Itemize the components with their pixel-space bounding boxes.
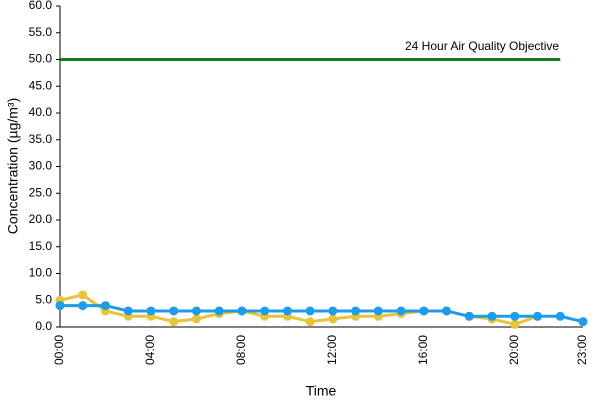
point: [123, 306, 133, 316]
y-tick-label: 60.0: [29, 0, 53, 12]
x-tick-label: 00:00: [52, 335, 66, 365]
point: [442, 306, 452, 316]
y-tick-label: 55.0: [29, 25, 53, 39]
y-tick-label: 45.0: [29, 78, 53, 92]
point: [78, 301, 88, 311]
y-tick-label: 5.0: [35, 292, 52, 306]
point: [464, 311, 474, 321]
y-tick-label: 35.0: [29, 132, 53, 146]
point: [214, 306, 224, 316]
x-tick-label: 08:00: [234, 335, 248, 365]
y-tick-label: 25.0: [29, 185, 53, 199]
point: [260, 306, 270, 316]
point: [419, 306, 429, 316]
x-tick-label: 20:00: [507, 335, 521, 365]
point: [533, 311, 543, 321]
point: [351, 306, 361, 316]
point: [191, 306, 201, 316]
x-tick-label: 12:00: [325, 335, 339, 365]
y-tick-label: 15.0: [29, 239, 53, 253]
point: [169, 306, 179, 316]
point: [555, 311, 565, 321]
x-tick-label: 04:00: [143, 335, 157, 365]
point: [396, 306, 406, 316]
point: [305, 317, 315, 327]
point: [487, 311, 497, 321]
annotation: 24 Hour Air Quality Objective: [405, 39, 559, 53]
point: [169, 317, 179, 327]
point: [55, 301, 65, 311]
x-tick-label: 16:00: [416, 335, 430, 365]
point: [78, 290, 88, 300]
point: [282, 306, 292, 316]
point: [578, 317, 588, 327]
y-tick-label: 10.0: [29, 266, 53, 280]
x-tick-label: 23:00: [575, 335, 589, 365]
y-tick-label: 50.0: [29, 52, 53, 66]
y-tick-label: 30.0: [29, 159, 53, 173]
point: [100, 301, 110, 311]
y-tick-label: 40.0: [29, 105, 53, 119]
y-tick-label: 0.0: [35, 319, 52, 333]
point: [510, 311, 520, 321]
point: [146, 306, 156, 316]
point: [373, 306, 383, 316]
point: [328, 306, 338, 316]
point: [191, 314, 201, 324]
point: [510, 319, 520, 329]
point: [305, 306, 315, 316]
point: [328, 314, 338, 324]
point: [237, 306, 247, 316]
y-tick-label: 20.0: [29, 212, 53, 226]
y-axis-title: Concentration (µg/m³): [5, 98, 21, 234]
x-axis-title: Time: [306, 383, 337, 399]
